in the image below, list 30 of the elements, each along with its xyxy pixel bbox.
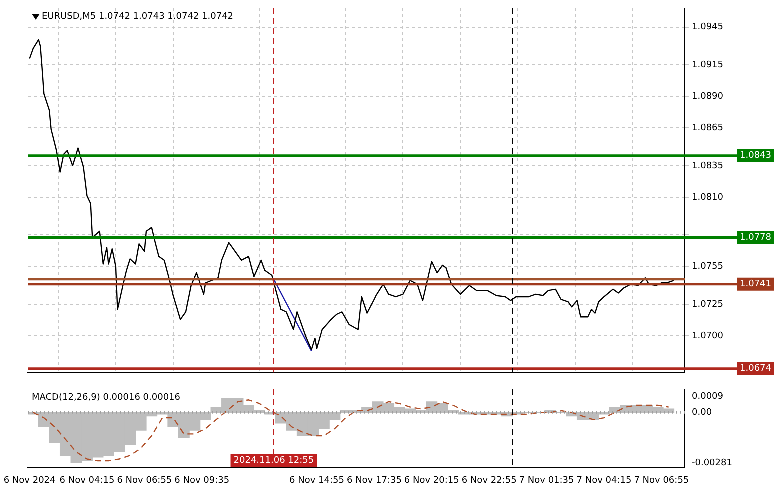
y-tick-label: 1.0890 [692,92,724,102]
y-tick-label: 1.0915 [692,60,724,70]
y-tick-label: 1.0945 [692,22,724,33]
y-tick-label: 0.0009 [692,392,724,402]
x-tick-label: 6 Nov 22:55 [462,476,517,486]
x-tick-label: 6 Nov 20:15 [404,476,460,486]
x-tick-label: 6 Nov 09:35 [174,476,230,486]
y-tick-label: 1.0865 [692,123,724,134]
y-tick-label: 1.0725 [692,300,724,310]
x-tick-label: 6 Nov 2024 [4,476,56,486]
ref-line-label: 2024.11.06 12:55 [234,456,314,466]
y-tick-label: 1.0835 [692,161,724,172]
ref-line-label: 1.0778 [740,233,772,244]
ref-line-label: 1.0843 [740,151,772,162]
x-tick-label: 6 Nov 14:55 [290,476,344,486]
y-tick-label: 1.0755 [692,262,724,272]
y-tick-label: -0.00281 [692,458,732,468]
x-tick-label: 7 Nov 01:35 [519,476,574,486]
y-tick-label: 0.00 [692,408,712,418]
chart-title: EURUSD,M5 1.0742 1.0743 1.0742 1.0742 [42,12,234,22]
ref-line-label: 1.0674 [740,364,772,374]
y-tick-label: 1.0700 [692,331,724,342]
x-tick-label: 6 Nov 17:35 [346,476,402,486]
x-tick-label: 7 Nov 04:15 [576,476,632,486]
x-tick-label: 6 Nov 06:55 [117,476,172,486]
text: MACD(12,26,9) 0.00016 0.00016 [32,393,181,404]
y-tick-label: 1.0810 [692,192,724,203]
ref-line-label: 1.0741 [740,280,772,290]
x-tick-label: 6 Nov 04:15 [60,476,115,486]
x-tick-label: 7 Nov 06:55 [634,476,690,486]
